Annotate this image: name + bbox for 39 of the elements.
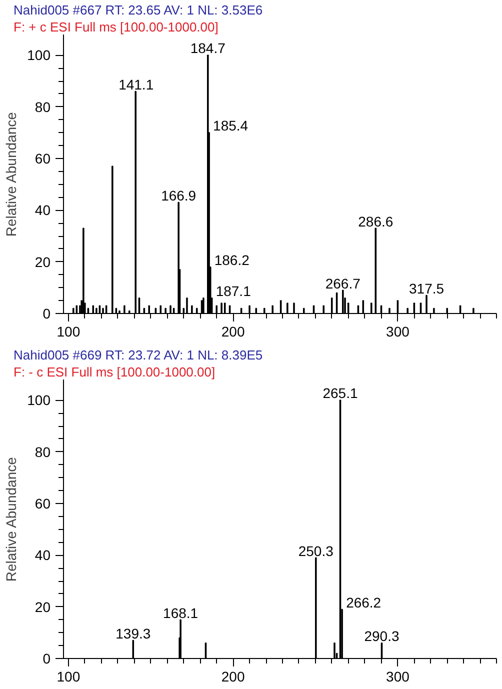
annotation: 250.3: [298, 542, 334, 559]
y-tick-label: 100: [27, 47, 51, 64]
chart-title: Nahid005 #669 RT: 23.72 AV: 1 NL: 8.39E5: [14, 348, 263, 362]
x-tick-label: 300: [386, 324, 410, 340]
x-tick-label: 200: [221, 668, 245, 684]
x-tick-label: 300: [386, 668, 410, 684]
y-tick-label: 60: [34, 496, 51, 512]
y-axis-title: Relative Abundance: [3, 456, 20, 582]
annotation: 168.1: [163, 604, 198, 621]
annotation: 187.1: [216, 283, 252, 299]
annotation: 265.1: [322, 385, 358, 402]
annotation: 185.4: [213, 118, 248, 134]
chart-subtitle: F: - c ESI Full ms [100.00-1000.00]: [14, 364, 216, 380]
y-tick-label: 100: [27, 392, 51, 408]
annotation: 290.3: [364, 628, 400, 644]
annotation: 186.2: [214, 252, 250, 268]
chart-subtitle: F: + c ESI Full ms [100.00-1000.00]: [14, 20, 218, 34]
y-tick-label: 80: [34, 444, 51, 460]
y-tick-label: 20: [34, 254, 51, 270]
y-axis-title: Relative Abundance: [3, 112, 20, 237]
x-tick-label: 100: [56, 668, 80, 684]
annotation: 166.9: [161, 187, 196, 204]
y-tick-label: 0: [42, 650, 51, 666]
y-tick-label: 40: [34, 202, 51, 218]
y-tick-label: 80: [34, 98, 51, 115]
annotation: 184.7: [190, 40, 226, 56]
annotation: 266.7: [325, 275, 361, 292]
annotation: 286.6: [358, 213, 394, 230]
y-tick-label: 60: [34, 150, 51, 166]
annotation: 317.5: [409, 280, 444, 296]
x-tick-label: 100: [56, 324, 80, 340]
y-tick-label: 0: [42, 306, 51, 322]
annotation: 139.3: [116, 625, 151, 642]
y-tick-label: 20: [34, 598, 51, 615]
y-tick-label: 40: [34, 547, 51, 564]
chart-title: Nahid005 #667 RT: 23.65 AV: 1 NL: 3.53E6: [14, 2, 263, 18]
annotation: 141.1: [118, 76, 154, 92]
x-tick-label: 200: [221, 324, 245, 340]
annotation: 266.2: [346, 594, 382, 610]
